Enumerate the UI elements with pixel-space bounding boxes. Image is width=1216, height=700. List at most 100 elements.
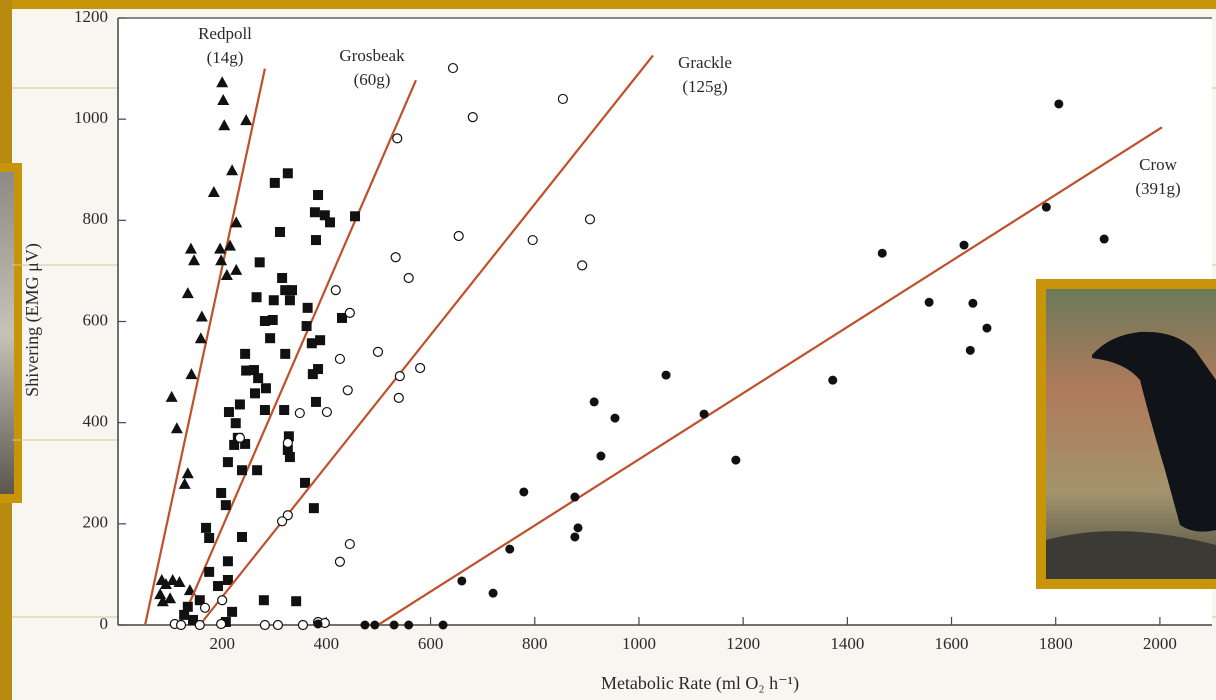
point: [584, 214, 596, 225]
point: [570, 532, 580, 542]
point: [207, 186, 220, 198]
point: [215, 254, 228, 266]
y-tick-label: 600: [83, 310, 109, 329]
point: [404, 620, 414, 630]
point: [218, 119, 231, 131]
point: [252, 465, 263, 476]
point: [170, 422, 183, 434]
y-tick-label: 1000: [74, 108, 108, 127]
x-tick-label: 800: [522, 634, 548, 653]
fit-line: [178, 79, 417, 626]
point: [360, 620, 370, 630]
point: [344, 307, 355, 319]
point: [282, 437, 293, 448]
point: [310, 235, 321, 246]
point: [330, 285, 341, 296]
point: [277, 272, 288, 283]
point: [259, 619, 271, 631]
point: [959, 240, 969, 250]
point: [313, 190, 324, 201]
crow-photo: [1036, 279, 1216, 589]
point: [315, 335, 326, 346]
point: [731, 455, 741, 465]
point: [166, 573, 179, 585]
point: [282, 510, 293, 521]
x-axis-label: Metabolic Rate (ml O₂ h⁻¹): [601, 673, 799, 694]
point: [195, 310, 208, 322]
point: [234, 399, 245, 410]
point: [302, 302, 313, 313]
point: [184, 242, 197, 254]
point: [216, 76, 229, 88]
point: [259, 405, 270, 416]
point: [194, 595, 205, 606]
point: [577, 260, 588, 271]
point: [230, 263, 243, 275]
point: [877, 248, 887, 258]
point: [181, 287, 194, 299]
point: [240, 438, 251, 449]
point: [240, 348, 251, 359]
point: [236, 465, 247, 476]
point: [241, 365, 252, 376]
point: [282, 444, 293, 455]
point: [309, 207, 320, 218]
point: [350, 211, 361, 222]
point: [505, 544, 515, 554]
y-tick-label: 0: [100, 614, 109, 633]
point: [488, 588, 498, 598]
point: [403, 272, 414, 284]
point: [390, 252, 401, 263]
point: [589, 397, 599, 407]
point: [220, 500, 231, 511]
point: [282, 168, 293, 179]
point: [230, 418, 241, 429]
point: [175, 619, 187, 631]
point: [372, 346, 384, 357]
point: [306, 338, 317, 349]
point: [194, 332, 207, 344]
left-photo: [0, 172, 14, 494]
x-tick-label: 1800: [1039, 634, 1073, 653]
point: [570, 492, 580, 502]
point: [254, 257, 265, 268]
point: [527, 234, 538, 246]
point: [310, 396, 321, 407]
fit-line: [198, 54, 654, 626]
series-weight: (14g): [207, 48, 244, 67]
point: [226, 164, 239, 176]
point: [342, 385, 353, 396]
series-name: Grosbeak: [339, 46, 405, 65]
point: [557, 93, 568, 105]
point: [415, 362, 426, 374]
point: [204, 532, 215, 543]
point: [965, 345, 975, 355]
point: [286, 285, 297, 296]
point: [214, 242, 227, 254]
point: [220, 268, 233, 280]
point: [301, 321, 312, 332]
point: [661, 370, 671, 380]
point: [183, 584, 196, 596]
x-tick-label: 400: [314, 634, 340, 653]
y-tick-label: 400: [83, 412, 109, 431]
point: [389, 620, 399, 630]
point: [610, 413, 620, 423]
point: [313, 364, 324, 375]
point: [216, 618, 227, 630]
point: [294, 407, 305, 419]
x-tick-label: 1200: [726, 634, 760, 653]
point: [337, 312, 348, 323]
point: [230, 216, 243, 228]
point: [300, 477, 311, 488]
fit-line: [144, 68, 266, 626]
point: [194, 619, 205, 631]
series-name: Redpoll: [198, 24, 252, 43]
point: [217, 595, 228, 606]
y-tick-label: 800: [83, 209, 109, 228]
point: [240, 114, 253, 126]
point: [236, 531, 247, 542]
point: [179, 609, 190, 620]
point: [279, 405, 290, 416]
top-border: [0, 0, 1216, 9]
